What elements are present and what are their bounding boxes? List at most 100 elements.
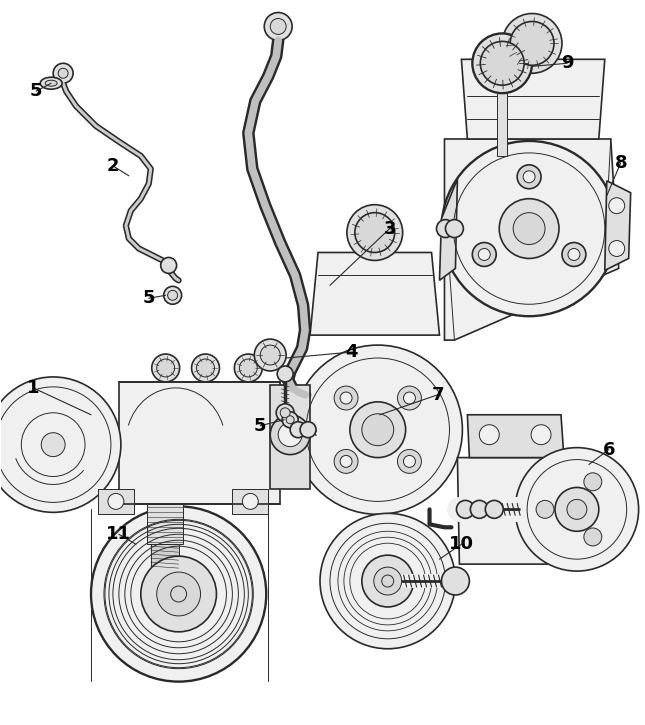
- Ellipse shape: [40, 78, 62, 89]
- Circle shape: [502, 14, 562, 73]
- Circle shape: [437, 220, 455, 238]
- Circle shape: [374, 567, 402, 595]
- Circle shape: [340, 392, 352, 404]
- Text: 1: 1: [27, 379, 39, 397]
- Circle shape: [192, 354, 219, 382]
- Circle shape: [531, 425, 551, 444]
- Polygon shape: [119, 382, 280, 505]
- Circle shape: [362, 555, 413, 607]
- Circle shape: [362, 414, 393, 446]
- Circle shape: [397, 386, 421, 410]
- Circle shape: [157, 572, 201, 616]
- Polygon shape: [439, 179, 457, 281]
- Circle shape: [91, 506, 266, 682]
- Circle shape: [513, 212, 545, 244]
- Circle shape: [609, 198, 625, 214]
- Circle shape: [457, 500, 474, 518]
- Circle shape: [53, 63, 73, 83]
- Circle shape: [499, 199, 559, 258]
- Text: 8: 8: [615, 154, 627, 172]
- Circle shape: [58, 68, 68, 78]
- Circle shape: [355, 212, 395, 252]
- Circle shape: [290, 422, 306, 438]
- Circle shape: [243, 494, 258, 510]
- Polygon shape: [605, 181, 631, 270]
- Text: 5: 5: [254, 417, 266, 435]
- Circle shape: [536, 500, 554, 518]
- Polygon shape: [310, 252, 439, 335]
- Circle shape: [141, 556, 217, 631]
- Circle shape: [479, 425, 499, 444]
- Circle shape: [404, 392, 415, 404]
- Circle shape: [340, 455, 352, 468]
- Text: 5: 5: [143, 289, 155, 307]
- Text: 6: 6: [602, 441, 615, 459]
- Circle shape: [234, 354, 263, 382]
- Circle shape: [254, 339, 286, 371]
- Circle shape: [584, 528, 602, 546]
- Circle shape: [446, 220, 463, 238]
- Circle shape: [470, 500, 488, 518]
- Circle shape: [264, 12, 292, 41]
- Circle shape: [41, 433, 65, 457]
- Text: 4: 4: [346, 343, 358, 361]
- Circle shape: [161, 257, 177, 273]
- Circle shape: [282, 412, 298, 428]
- Circle shape: [472, 243, 496, 266]
- Circle shape: [481, 41, 524, 86]
- Circle shape: [485, 500, 503, 518]
- Circle shape: [293, 345, 462, 514]
- Circle shape: [350, 402, 406, 457]
- Circle shape: [334, 450, 358, 473]
- Text: 9: 9: [561, 54, 573, 72]
- Circle shape: [197, 359, 215, 377]
- Circle shape: [510, 22, 554, 65]
- Polygon shape: [461, 59, 605, 139]
- Text: 10: 10: [449, 535, 474, 553]
- Circle shape: [108, 494, 124, 510]
- Circle shape: [441, 141, 617, 316]
- Circle shape: [584, 473, 602, 491]
- Polygon shape: [444, 139, 619, 340]
- Circle shape: [347, 204, 402, 260]
- Circle shape: [239, 359, 257, 377]
- Circle shape: [0, 377, 121, 513]
- Text: 11: 11: [106, 525, 132, 543]
- Polygon shape: [151, 544, 179, 569]
- Circle shape: [157, 359, 175, 377]
- Circle shape: [441, 567, 470, 595]
- Text: 3: 3: [384, 220, 396, 238]
- Circle shape: [609, 241, 625, 257]
- Circle shape: [152, 354, 179, 382]
- Polygon shape: [147, 505, 183, 544]
- Polygon shape: [232, 489, 268, 514]
- Circle shape: [164, 286, 182, 304]
- Text: 2: 2: [106, 157, 119, 175]
- Circle shape: [280, 407, 290, 418]
- Polygon shape: [457, 457, 600, 564]
- Circle shape: [334, 386, 358, 410]
- Circle shape: [261, 345, 280, 365]
- Text: 5: 5: [30, 82, 43, 100]
- Circle shape: [555, 487, 599, 531]
- Circle shape: [567, 500, 587, 519]
- Circle shape: [472, 33, 532, 94]
- Circle shape: [276, 404, 294, 422]
- Circle shape: [517, 165, 541, 189]
- Circle shape: [270, 19, 286, 34]
- Polygon shape: [497, 94, 507, 156]
- Circle shape: [277, 366, 293, 382]
- Circle shape: [568, 249, 580, 260]
- Circle shape: [479, 249, 490, 260]
- Circle shape: [523, 171, 535, 183]
- Text: 7: 7: [432, 386, 444, 404]
- Circle shape: [404, 455, 415, 468]
- Circle shape: [270, 415, 310, 455]
- Circle shape: [171, 586, 186, 602]
- Circle shape: [320, 513, 455, 649]
- Polygon shape: [270, 385, 310, 489]
- Polygon shape: [98, 489, 134, 514]
- Circle shape: [562, 243, 586, 266]
- Circle shape: [278, 423, 302, 447]
- Circle shape: [168, 290, 177, 300]
